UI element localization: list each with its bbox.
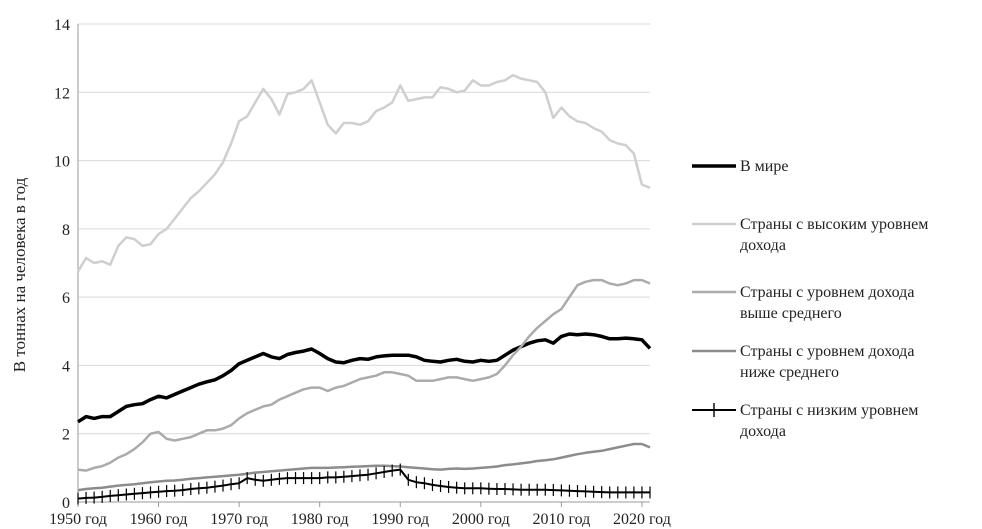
x-tick-label: 1950 год	[49, 511, 107, 528]
y-tick-label: 0	[62, 495, 70, 512]
x-tick-labels: 1950 год 1960 год 1970 год 1980 год 1990 год…	[49, 511, 671, 528]
y-tick-label: 8	[62, 222, 70, 239]
y-tick-label: 4	[62, 358, 70, 375]
x-tick-label: 2010 год	[532, 511, 590, 528]
x-tick-label: 1970 год	[210, 511, 268, 528]
y-tick-label: 6	[62, 290, 70, 307]
y-tick-label: 2	[62, 427, 70, 444]
legend: В мире Страны с высоким уровнем дохода Стра…	[692, 158, 928, 440]
series-lines	[76, 73, 652, 505]
x-tick-label: 1960 год	[130, 511, 188, 528]
series-line-4	[77, 468, 650, 500]
y-tick-label: 12	[54, 85, 70, 102]
gridlines	[78, 23, 650, 435]
y-tick-label: 10	[54, 154, 70, 171]
y-tick-labels: 0 2 4 6 8 10 12 14	[54, 17, 70, 512]
x-tick-label: 1980 год	[291, 511, 349, 528]
x-tick-label: 2020 год	[613, 511, 671, 528]
y-tick-label: 14	[54, 17, 70, 34]
series-line-3	[77, 442, 651, 492]
x-tick-label: 2000 год	[452, 511, 510, 528]
legend-label-3: Страны с уровнем дохода ниже среднего	[740, 343, 914, 381]
legend-label-1: Страны с высоким уровнем дохода	[740, 216, 928, 254]
axes	[77, 24, 650, 507]
x-tick-label: 1990 год	[371, 511, 429, 528]
legend-label-4: Страны с низким уровнем дохода	[740, 402, 918, 440]
legend-label-0: В мире	[740, 158, 788, 175]
legend-label-2: Страны с уровнем дохода выше среднего	[740, 284, 914, 322]
y-axis-title: В тоннах на человека в год	[10, 177, 29, 372]
series-line-1	[76, 73, 651, 273]
series-line-2	[77, 278, 651, 472]
series-line-0	[77, 332, 652, 424]
